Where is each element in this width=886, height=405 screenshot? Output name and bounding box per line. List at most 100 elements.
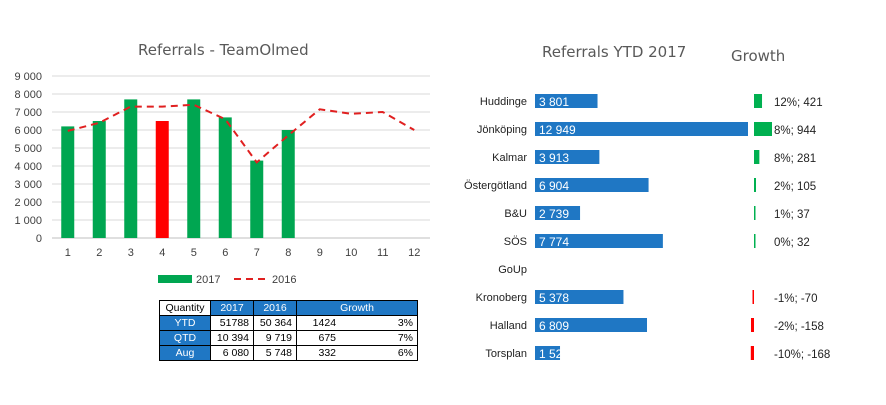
- growth-value-label: 2%; 105: [774, 181, 816, 193]
- ytd-value-label: 2 739: [539, 207, 569, 221]
- growth-bar: [750, 318, 754, 332]
- category-label: Östergötland: [464, 180, 527, 192]
- table-row-label: Aug: [159, 345, 211, 361]
- table-row: QTD 10 394 9 719 675 7%: [159, 330, 419, 346]
- growth-bar: [754, 206, 756, 220]
- ytd-value-label: 3 913: [539, 151, 569, 165]
- table-header-cell: 2017: [210, 300, 254, 316]
- y-tick-label: 4 000: [14, 161, 42, 173]
- ytd-bar: [535, 318, 648, 332]
- ytd-chart-title: Referrals YTD 2017: [542, 43, 687, 61]
- table-row-label: QTD: [159, 330, 211, 346]
- ytd-bar: [535, 122, 748, 136]
- y-tick-label: 7 000: [14, 107, 42, 119]
- growth-bar: [754, 122, 772, 136]
- growth-chart-title: Growth: [731, 47, 786, 65]
- growth-value-label: 12%; 421: [774, 97, 823, 109]
- table-row: YTD 51788 50 364 1424 3%: [159, 315, 419, 331]
- growth-value-label: 1%; 37: [774, 209, 810, 221]
- table-cell: 6 080: [210, 345, 254, 361]
- x-tick-label: 6: [222, 247, 228, 259]
- ytd-bar: [535, 290, 624, 304]
- growth-bar: [750, 346, 754, 360]
- category-label: Jönköping: [477, 124, 527, 136]
- x-tick-label: 12: [408, 247, 420, 259]
- table-cell: 3%: [340, 315, 419, 331]
- category-label: Kalmar: [492, 152, 527, 164]
- ytd-value-label: 6 904: [539, 179, 569, 193]
- legend-label: 2016: [272, 274, 296, 286]
- ytd-bar: [535, 94, 598, 108]
- category-label: Huddinge: [480, 96, 527, 108]
- ytd-bar: [535, 206, 581, 220]
- y-tick-label: 5 000: [14, 143, 42, 155]
- growth-bar: [754, 150, 760, 164]
- table-cell: 50 364: [253, 315, 297, 331]
- growth-value-label: 0%; 32: [774, 237, 810, 249]
- left-chart-title: Referrals - TeamOlmed: [138, 41, 309, 59]
- growth-bar: [754, 234, 756, 248]
- bar: [61, 126, 75, 238]
- table-cell: 6%: [340, 345, 419, 361]
- table-cell: 332: [296, 345, 341, 361]
- x-tick-label: 3: [128, 247, 134, 259]
- growth-value-label: -2%; -158: [774, 321, 824, 333]
- bar: [155, 121, 169, 238]
- x-tick-label: 5: [191, 247, 197, 259]
- table-cell: 7%: [340, 330, 419, 346]
- category-label: Kronoberg: [476, 292, 527, 304]
- legend-swatch: [158, 275, 192, 283]
- x-tick-label: 4: [159, 247, 165, 259]
- bar: [281, 130, 295, 238]
- growth-value-label: -10%; -168: [774, 349, 830, 361]
- ytd-bar: [535, 150, 600, 164]
- table-row-label: YTD: [159, 315, 211, 331]
- growth-value-label: 8%; 944: [774, 125, 817, 137]
- series-line: [67, 103, 415, 164]
- y-tick-label: 9 000: [14, 71, 42, 83]
- bar: [218, 117, 232, 238]
- growth-bar: [754, 94, 763, 108]
- legend-label: 2017: [196, 274, 220, 286]
- bar: [92, 121, 106, 238]
- table-cell: 5 748: [253, 345, 297, 361]
- x-tick-label: 8: [285, 247, 291, 259]
- quantity-table: Quantity 2017 2016 Growth YTD 51788 50 3…: [159, 300, 419, 361]
- bar: [124, 99, 138, 239]
- table-cell: 10 394: [210, 330, 254, 346]
- x-tick-label: 7: [254, 247, 260, 259]
- table-cell: 9 719: [253, 330, 297, 346]
- y-tick-label: 2 000: [14, 197, 42, 209]
- y-tick-label: 1 000: [14, 215, 42, 227]
- y-tick-label: 3 000: [14, 179, 42, 191]
- table-row: Aug 6 080 5 748 332 6%: [159, 345, 419, 361]
- category-label: B&U: [504, 208, 527, 220]
- growth-bar: [754, 178, 757, 192]
- category-label: SÖS: [504, 236, 527, 248]
- growth-bar: [752, 290, 754, 304]
- x-tick-label: 11: [377, 247, 388, 259]
- bar: [187, 99, 201, 239]
- table-header-cell: 2016: [253, 300, 297, 316]
- x-tick-label: 10: [345, 247, 357, 259]
- ytd-bar: [535, 234, 663, 248]
- table-cell: 51788: [210, 315, 254, 331]
- table-header-row: Quantity 2017 2016 Growth: [159, 300, 418, 316]
- y-tick-label: 0: [36, 233, 42, 245]
- x-tick-label: 2: [96, 247, 102, 259]
- ytd-value-label: 12 949: [539, 123, 576, 137]
- table-cell: 675: [296, 330, 341, 346]
- x-tick-label: 1: [65, 247, 71, 259]
- ytd-value-label: 7 774: [539, 235, 569, 249]
- table-cell: 1424: [296, 315, 341, 331]
- ytd-bar: [535, 178, 649, 192]
- ytd-value-label: 5 378: [539, 291, 569, 305]
- growth-value-label: 8%; 281: [774, 153, 816, 165]
- ytd-value-label: 6 809: [539, 319, 569, 333]
- table-header-cell: Growth: [296, 300, 418, 316]
- category-label: Halland: [490, 320, 527, 332]
- category-label: Torsplan: [485, 348, 527, 360]
- ytd-value-label: 3 801: [539, 95, 569, 109]
- y-tick-label: 6 000: [14, 125, 42, 137]
- category-label: GoUp: [498, 264, 527, 276]
